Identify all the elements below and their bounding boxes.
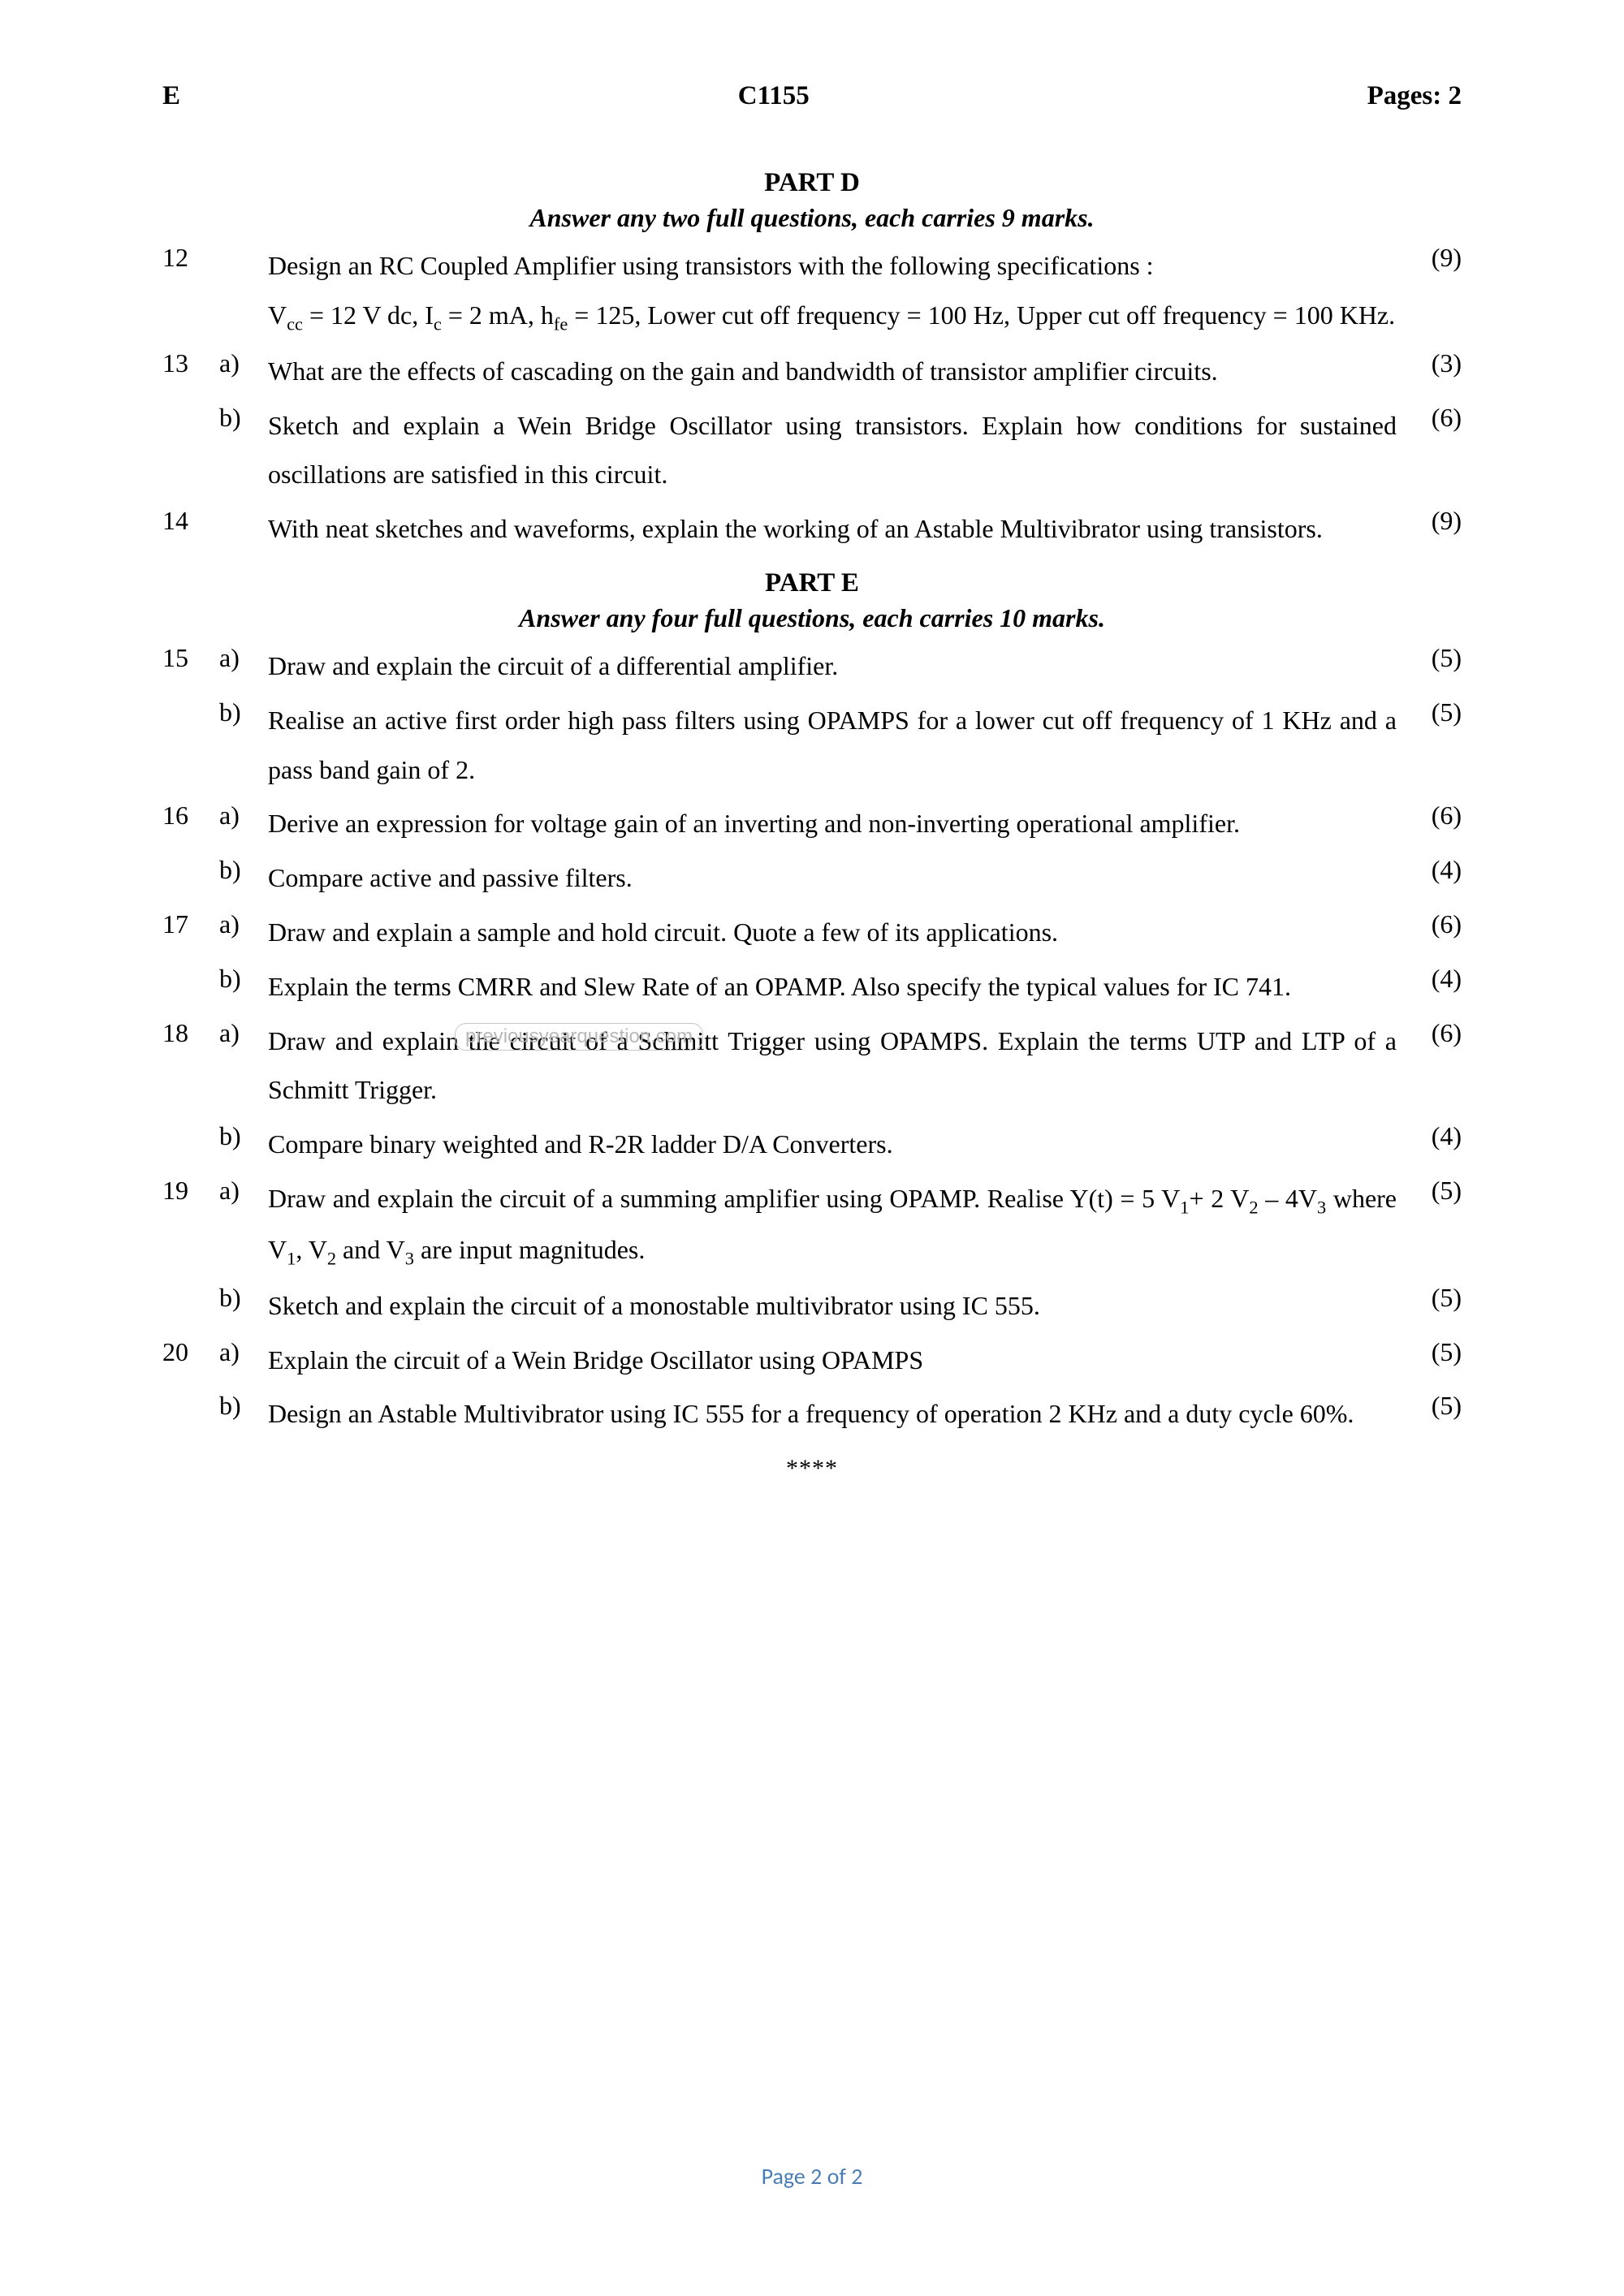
question-text: Sketch and explain a Wein Bridge Oscilla… xyxy=(268,401,1397,500)
question-sub: b) xyxy=(219,401,268,433)
question-number: 16 xyxy=(162,799,219,831)
question-text: Draw and explain the circuit of a differ… xyxy=(268,641,1397,691)
question-17a: 17 a) Draw and explain a sample and hold… xyxy=(162,908,1462,957)
question-16a: 16 a) Derive an expression for voltage g… xyxy=(162,799,1462,848)
question-20b: b) Design an Astable Multivibrator using… xyxy=(162,1389,1462,1439)
question-sub: b) xyxy=(219,962,268,994)
question-text: Draw and explain a sample and hold circu… xyxy=(268,908,1397,957)
question-12: 12 Design an RC Coupled Amplifier using … xyxy=(162,241,1462,342)
question-number: 19 xyxy=(162,1174,219,1206)
question-marks: (9) xyxy=(1397,241,1462,273)
question-16b: b) Compare active and passive filters. (… xyxy=(162,853,1462,903)
question-marks: (4) xyxy=(1397,962,1462,994)
question-text: Derive an expression for voltage gain of… xyxy=(268,799,1397,848)
question-text: Draw and explain the circuit of a Schmit… xyxy=(268,1016,1397,1116)
question-18b: b) Compare binary weighted and R-2R ladd… xyxy=(162,1120,1462,1169)
question-marks: (5) xyxy=(1397,1174,1462,1206)
question-sub: a) xyxy=(219,1336,268,1367)
question-marks: (6) xyxy=(1397,799,1462,831)
question-text: Explain the terms CMRR and Slew Rate of … xyxy=(268,962,1397,1012)
question-13a: 13 a) What are the effects of cascading … xyxy=(162,347,1462,396)
part-e-instruction: Answer any four full questions, each car… xyxy=(162,603,1462,633)
question-sub: a) xyxy=(219,1016,268,1048)
question-20a: 20 a) Explain the circuit of a Wein Brid… xyxy=(162,1336,1462,1385)
part-e-title: PART E xyxy=(162,568,1462,598)
question-sub: b) xyxy=(219,1281,268,1313)
question-number: 20 xyxy=(162,1336,219,1367)
question-19b: b) Sketch and explain the circuit of a m… xyxy=(162,1281,1462,1331)
header-right: Pages: 2 xyxy=(1367,81,1462,111)
question-text: What are the effects of cascading on the… xyxy=(268,347,1397,396)
question-marks: (4) xyxy=(1397,1120,1462,1151)
question-text: Compare binary weighted and R-2R ladder … xyxy=(268,1120,1397,1169)
question-text: With neat sketches and waveforms, explai… xyxy=(268,504,1397,554)
question-number: 17 xyxy=(162,908,219,939)
question-marks: (6) xyxy=(1397,1016,1462,1048)
part-d-instruction: Answer any two full questions, each carr… xyxy=(162,203,1462,233)
question-marks: (9) xyxy=(1397,504,1462,536)
question-marks: (5) xyxy=(1397,696,1462,727)
question-text: Design an RC Coupled Amplifier using tra… xyxy=(268,241,1397,342)
question-sub: a) xyxy=(219,641,268,673)
watermark: previousyearquestion.com xyxy=(455,1023,703,1051)
question-marks: (4) xyxy=(1397,853,1462,885)
question-number: 18 xyxy=(162,1016,219,1048)
question-text: Compare active and passive filters. xyxy=(268,853,1397,903)
question-text: Explain the circuit of a Wein Bridge Osc… xyxy=(268,1336,1397,1385)
question-sub: b) xyxy=(219,1389,268,1421)
question-marks: (5) xyxy=(1397,1389,1462,1421)
question-text: Design an Astable Multivibrator using IC… xyxy=(268,1389,1397,1439)
question-18a: 18 a) Draw and explain the circuit of a … xyxy=(162,1016,1462,1116)
question-number: 13 xyxy=(162,347,219,378)
question-marks: (6) xyxy=(1397,401,1462,433)
header-left: E xyxy=(162,81,180,111)
question-15a: 15 a) Draw and explain the circuit of a … xyxy=(162,641,1462,691)
question-17b: b) Explain the terms CMRR and Slew Rate … xyxy=(162,962,1462,1012)
question-text: Sketch and explain the circuit of a mono… xyxy=(268,1281,1397,1331)
question-marks: (5) xyxy=(1397,641,1462,673)
question-sub: a) xyxy=(219,347,268,378)
question-13b: b) Sketch and explain a Wein Bridge Osci… xyxy=(162,401,1462,500)
page-footer: Page 2 of 2 xyxy=(0,2162,1624,2190)
question-number: 14 xyxy=(162,504,219,536)
question-sub: b) xyxy=(219,853,268,885)
question-15b: b) Realise an active first order high pa… xyxy=(162,696,1462,795)
question-marks: (5) xyxy=(1397,1281,1462,1313)
question-number: 12 xyxy=(162,241,219,273)
question-marks: (6) xyxy=(1397,908,1462,939)
question-number: 15 xyxy=(162,641,219,673)
question-sub: b) xyxy=(219,696,268,727)
question-sub: a) xyxy=(219,1174,268,1206)
question-sub: a) xyxy=(219,908,268,939)
question-sub: a) xyxy=(219,799,268,831)
question-sub: b) xyxy=(219,1120,268,1151)
question-sub xyxy=(219,241,268,243)
question-marks: (3) xyxy=(1397,347,1462,378)
part-d-title: PART D xyxy=(162,168,1462,198)
question-text: Draw and explain the circuit of a summin… xyxy=(268,1174,1397,1276)
question-14: 14 With neat sketches and waveforms, exp… xyxy=(162,504,1462,554)
page-header: E C1155 Pages: 2 xyxy=(162,81,1462,111)
end-marker: **** xyxy=(162,1455,1462,1482)
question-marks: (5) xyxy=(1397,1336,1462,1367)
question-text: Realise an active first order high pass … xyxy=(268,696,1397,795)
header-center: C1155 xyxy=(738,81,810,111)
question-19a: 19 a) Draw and explain the circuit of a … xyxy=(162,1174,1462,1276)
